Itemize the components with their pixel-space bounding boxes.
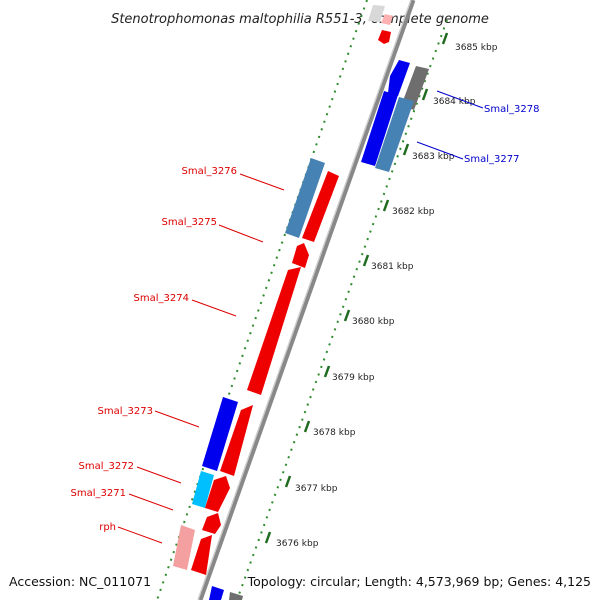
scale-label-3679: 3679 kbp — [332, 373, 375, 383]
gene-label-smal-3273: Smal_3273 — [98, 406, 153, 417]
gene-smal-3278 — [361, 91, 398, 166]
gene-rph-partner — [202, 513, 221, 534]
genome-backbone-highlight — [197, 0, 412, 600]
accession-text: Accession: NC_011071 — [9, 574, 151, 589]
gene-top-faded-grey — [368, 5, 385, 22]
callout-smal-3278 — [436, 90, 484, 109]
inner-dotted-track — [236, 19, 448, 600]
callout-smal-3276 — [239, 173, 285, 191]
gene-smal-3271 — [205, 476, 230, 512]
gene-top-faded-red — [381, 14, 393, 25]
gene-top-red-arrow — [378, 30, 391, 44]
scale-label-3684: 3684 kbp — [433, 97, 476, 107]
gene-smal-3275 — [302, 171, 339, 242]
gene-blue-arrow — [388, 60, 410, 96]
gene-label-smal-3276: Smal_3276 — [182, 166, 237, 177]
scale-label-3680: 3680 kbp — [352, 317, 395, 327]
genome-title: Stenotrophomonas maltophilia R551-3, com… — [111, 12, 489, 27]
gene-label-smal-3278: Smal_3278 — [484, 104, 539, 115]
scale-ticks — [264, 32, 449, 544]
gene-grey-bar — [401, 66, 429, 110]
callout-rph — [117, 526, 163, 544]
gene-smal-3274 — [247, 267, 301, 395]
gene-smal-3276 — [285, 158, 325, 238]
scale-label-3678: 3678 kbp — [313, 428, 356, 438]
topology-text: Topology: circular; Length: 4,573,969 bp… — [247, 574, 591, 589]
callout-smal-3277 — [416, 141, 464, 160]
scale-label-3683: 3683 kbp — [412, 152, 455, 162]
gene-label-smal-3271: Smal_3271 — [71, 488, 126, 499]
gene-smal-3277 — [375, 97, 414, 172]
gene-small-red — [292, 243, 309, 268]
gene-label-smal-3274: Smal_3274 — [134, 293, 189, 304]
scale-label-3685: 3685 kbp — [455, 43, 498, 53]
callout-smal-3275 — [218, 224, 264, 243]
gene-bottom-grey — [229, 592, 243, 600]
gene-label-smal-3272: Smal_3272 — [79, 461, 134, 472]
gene-rph-faded — [173, 525, 195, 570]
scale-label-3681: 3681 kbp — [371, 262, 414, 272]
gene-label-smal-3277: Smal_3277 — [464, 154, 519, 165]
gene-smal-3273 — [202, 397, 238, 471]
gene-label-smal-3275: Smal_3275 — [162, 217, 217, 228]
gene-smal-3273-partner — [220, 405, 253, 476]
scale-label-3677: 3677 kbp — [295, 484, 338, 494]
callout-smal-3273 — [154, 410, 200, 428]
genome-backbone — [197, 0, 416, 600]
gene-bottom-blue — [209, 586, 224, 600]
scale-label-3676: 3676 kbp — [276, 539, 319, 549]
gene-label-rph: rph — [99, 522, 116, 533]
callout-smal-3271 — [128, 493, 174, 511]
scale-label-3682: 3682 kbp — [392, 207, 435, 217]
callout-smal-3272 — [136, 466, 182, 484]
outer-dotted-track — [156, 0, 368, 600]
callout-smal-3274 — [191, 299, 237, 317]
gene-rph — [191, 535, 212, 575]
gene-smal-3272 — [192, 471, 214, 508]
